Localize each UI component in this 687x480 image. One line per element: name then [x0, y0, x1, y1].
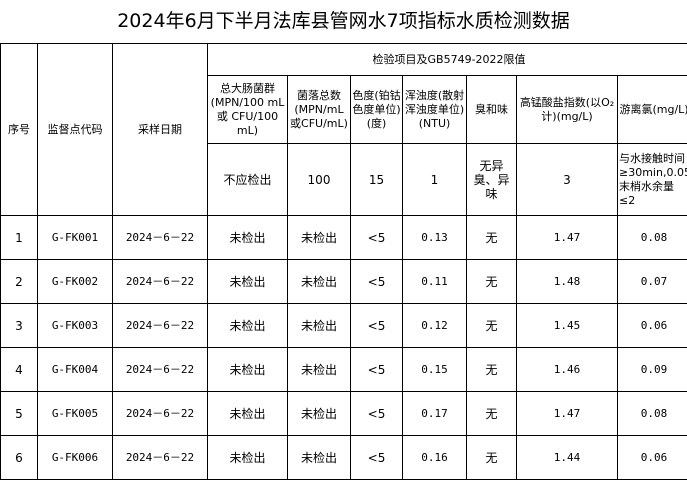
table-cell: 1.48: [517, 260, 618, 304]
limit-cell: 1: [403, 144, 467, 216]
table-cell: 无: [467, 348, 517, 392]
table-cell: 未检出: [288, 260, 351, 304]
table-cell: 1.45: [517, 304, 618, 348]
limit-cell: 3: [517, 144, 618, 216]
table-cell: 未检出: [208, 348, 288, 392]
header-item: 浑浊度(散射浑浊度单位)(NTU): [403, 76, 467, 144]
table-cell: <5: [351, 216, 403, 260]
table-cell: 无: [467, 216, 517, 260]
table-cell: G-FK001: [38, 216, 113, 260]
table-cell: 未检出: [208, 216, 288, 260]
table-cell: 1: [1, 216, 38, 260]
table-cell: 未检出: [288, 392, 351, 436]
header-item: 高锰酸盐指数(以O₂计)(mg/L): [517, 76, 618, 144]
header-item: 臭和味: [467, 76, 517, 144]
table-cell: <5: [351, 436, 403, 480]
header-date: 采样日期: [113, 44, 208, 216]
limit-cell: 与水接触时间≥30min,0.05≤末梢水余量≤2: [618, 144, 687, 216]
header-item: 总大肠菌群(MPN/100 mL或 CFU/100 mL): [208, 76, 288, 144]
table-cell: G-FK004: [38, 348, 113, 392]
table-cell: 0.17: [403, 392, 467, 436]
table-cell: 2024－6－22: [113, 304, 208, 348]
table-cell: 未检出: [288, 436, 351, 480]
water-quality-table: 序号 监督点代码 采样日期 检验项目及GB5749-2022限值 总大肠菌群(M…: [0, 43, 687, 480]
table-cell: 2024－6－22: [113, 392, 208, 436]
limit-cell: 无异臭、异味: [467, 144, 517, 216]
table-cell: 1.44: [517, 436, 618, 480]
table-cell: G-FK005: [38, 392, 113, 436]
table-cell: 0.08: [618, 216, 687, 260]
table-cell: 2: [1, 260, 38, 304]
table-cell: 0.07: [618, 260, 687, 304]
table-cell: 未检出: [208, 436, 288, 480]
header-seq: 序号: [1, 44, 38, 216]
table-cell: 0.12: [403, 304, 467, 348]
table-cell: 0.16: [403, 436, 467, 480]
table-cell: 无: [467, 392, 517, 436]
table-cell: 未检出: [208, 392, 288, 436]
table-cell: 0.15: [403, 348, 467, 392]
table-cell: G-FK006: [38, 436, 113, 480]
table-cell: <5: [351, 392, 403, 436]
page-title: 2024年6月下半月法库县管网水7项指标水质检测数据: [0, 0, 687, 43]
table-cell: 3: [1, 304, 38, 348]
table-cell: 未检出: [288, 348, 351, 392]
table-cell: 1.47: [517, 392, 618, 436]
table-cell: 4: [1, 348, 38, 392]
table-cell: 2024－6－22: [113, 348, 208, 392]
table-cell: 0.06: [618, 436, 687, 480]
table-cell: 无: [467, 260, 517, 304]
table-cell: 0.06: [618, 304, 687, 348]
table-cell: <5: [351, 304, 403, 348]
table-cell: 1.47: [517, 216, 618, 260]
header-code: 监督点代码: [38, 44, 113, 216]
table-cell: 2024－6－22: [113, 436, 208, 480]
limit-cell: 100: [288, 144, 351, 216]
table-cell: <5: [351, 260, 403, 304]
table-cell: G-FK002: [38, 260, 113, 304]
limit-cell: 不应检出: [208, 144, 288, 216]
table-cell: 5: [1, 392, 38, 436]
table-cell: 无: [467, 436, 517, 480]
header-item: 游离氯(mg/L): [618, 76, 687, 144]
header-item: 菌落总数(MPN/mL或CFU/mL): [288, 76, 351, 144]
table-cell: 未检出: [208, 304, 288, 348]
table-cell: 0.11: [403, 260, 467, 304]
table-cell: 未检出: [288, 304, 351, 348]
table-cell: 0.13: [403, 216, 467, 260]
table-cell: 2024－6－22: [113, 216, 208, 260]
table-cell: 2024－6－22: [113, 260, 208, 304]
limit-cell: 15: [351, 144, 403, 216]
header-group: 检验项目及GB5749-2022限值: [208, 44, 687, 76]
table-cell: 0.09: [618, 348, 687, 392]
table-cell: 6: [1, 436, 38, 480]
table-cell: <5: [351, 348, 403, 392]
table-cell: 无: [467, 304, 517, 348]
table-cell: 未检出: [208, 260, 288, 304]
table-cell: 1.46: [517, 348, 618, 392]
table-cell: 未检出: [288, 216, 351, 260]
table-cell: G-FK003: [38, 304, 113, 348]
table-cell: 0.08: [618, 392, 687, 436]
header-item: 色度(铂钴色度单位)(度): [351, 76, 403, 144]
